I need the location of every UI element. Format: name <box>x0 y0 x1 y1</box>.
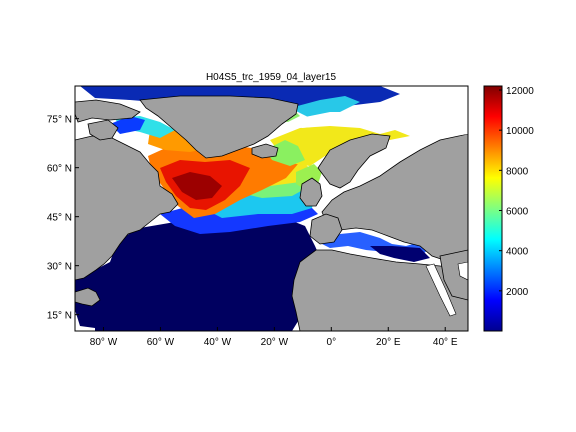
colorbar: 2000 4000 6000 8000 10000 12000 <box>483 85 534 332</box>
longitude-tick-label: 40° W <box>204 337 232 348</box>
latitude-tick-label: 60° N <box>47 164 72 175</box>
colorbar-ticks: 2000 4000 6000 8000 10000 12000 <box>499 86 534 298</box>
colorbar-tick-label: 8000 <box>506 166 529 177</box>
longitude-tick-label: 60° W <box>147 337 175 348</box>
greenland-land <box>139 95 299 159</box>
scandinavia-land <box>317 133 391 189</box>
latitude-tick-label: 15° N <box>47 311 72 322</box>
north-america-land <box>75 135 179 281</box>
longitude-tick-label: 40° E <box>433 337 458 348</box>
iceland-land <box>251 143 279 159</box>
colorbar-tick-label: 6000 <box>506 207 529 218</box>
arctic-nodata <box>300 112 468 140</box>
ocean-field-darkred <box>172 172 222 200</box>
ocean-field-low <box>95 212 322 331</box>
central-america-land <box>75 287 101 307</box>
latitude-tick-label: 75° N <box>47 115 72 126</box>
latitude-tick-label: 45° N <box>47 213 72 224</box>
colorbar-tick-label: 4000 <box>506 247 529 258</box>
arctic-islands-land <box>75 99 141 123</box>
arabia-land <box>439 249 468 301</box>
baffin-land <box>87 119 119 141</box>
longitude-ticks: 80° W 60° W 40° W 20° W 0° 20° E 40° E <box>90 327 458 348</box>
colorbar-tick-label: 10000 <box>506 126 534 137</box>
map-title: H04S5_trc_1959_04_layer15 <box>206 72 337 83</box>
mediterranean-dark-field <box>370 246 430 262</box>
longitude-tick-label: 20° E <box>376 337 401 348</box>
latitude-tick-label: 30° N <box>47 262 72 273</box>
arctic-cyan-field <box>290 96 360 118</box>
map-area <box>75 86 468 331</box>
persian-gulf-nodata <box>457 261 468 281</box>
colorbar-tick-label: 12000 <box>506 86 534 97</box>
british-isles-land <box>299 177 323 207</box>
caribbean-field <box>75 270 150 328</box>
latitude-ticks: 15° N 30° N 45° N 60° N 75° N <box>47 115 79 322</box>
colorbar-gradient <box>483 85 503 332</box>
colorbar-tick-label: 2000 <box>506 287 529 298</box>
red-sea-nodata <box>425 263 457 317</box>
longitude-tick-label: 80° W <box>90 337 118 348</box>
longitude-tick-label: 20° W <box>261 337 289 348</box>
longitude-tick-label: 0° <box>327 337 337 348</box>
baffin-blue-field <box>110 116 145 134</box>
africa-land <box>291 249 468 331</box>
iberia-land <box>309 213 343 245</box>
nordic-seas-green <box>265 140 305 166</box>
map-frame <box>74 85 469 332</box>
land <box>75 95 468 331</box>
